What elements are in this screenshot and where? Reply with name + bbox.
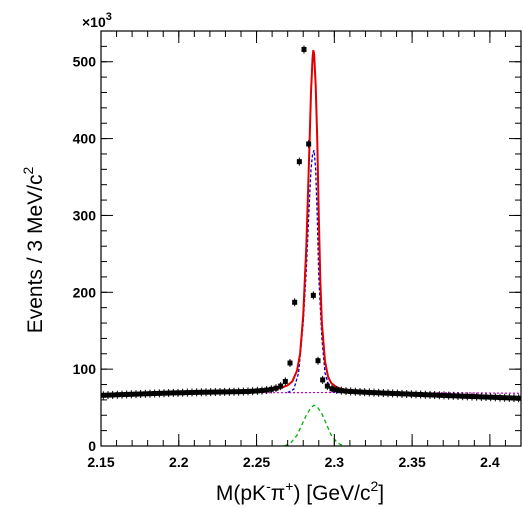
x-axis-title-b: π [271,482,286,505]
total-fit-curve [101,50,521,398]
plot-area [101,45,521,446]
x-axis-title-d: ] [378,482,384,505]
y-multiplier-exponent: 3 [106,11,112,23]
y-axis-title-sup: 2 [20,167,36,175]
x-axis-title-sup3: 2 [370,478,378,494]
x-tick-label: 2.4 [480,454,500,470]
x-axis-title-a: M(pK [216,482,266,505]
curves-group [101,45,521,446]
x-tick-label: 2.35 [398,454,425,470]
x-tick-label: 2.15 [87,454,114,470]
x-tick-label: 2.2 [169,454,189,470]
signal-component-1-curve [287,149,340,394]
y-tick-label: 500 [73,54,97,70]
y-tick-label: 100 [73,361,97,377]
x-axis-title: M(pK-π+) [GeV/c2] [216,478,384,505]
signal-component-2-curve [284,404,344,446]
y-multiplier-label: ×103 [82,11,112,30]
labels: ×103 Events / 3 MeV/c2 M(pK-π+) [GeV/c2] [20,11,384,505]
plot-frame [100,30,522,447]
y-tick-label: 0 [88,438,96,454]
x-axis-title-sup1: - [266,478,271,494]
x-axis-title-sup2: + [285,478,293,494]
y-tick-label: 200 [73,284,97,300]
x-axis-title-c: ) [GeV/c [293,482,370,505]
x-tick-label: 2.3 [325,454,345,470]
y-axis-title: Events / 3 MeV/c2 [20,167,47,334]
y-multiplier-base: ×10 [82,14,106,30]
y-tick-label: 300 [73,207,97,223]
x-tick-label: 2.25 [243,454,270,470]
y-tick-label: 400 [73,131,97,147]
axes: 2.15 2.2 2.25 2.3 2.35 2.4 0 100 200 300 400 500 [73,30,522,470]
y-axis-title-main: Events / 3 MeV/c [24,175,47,334]
